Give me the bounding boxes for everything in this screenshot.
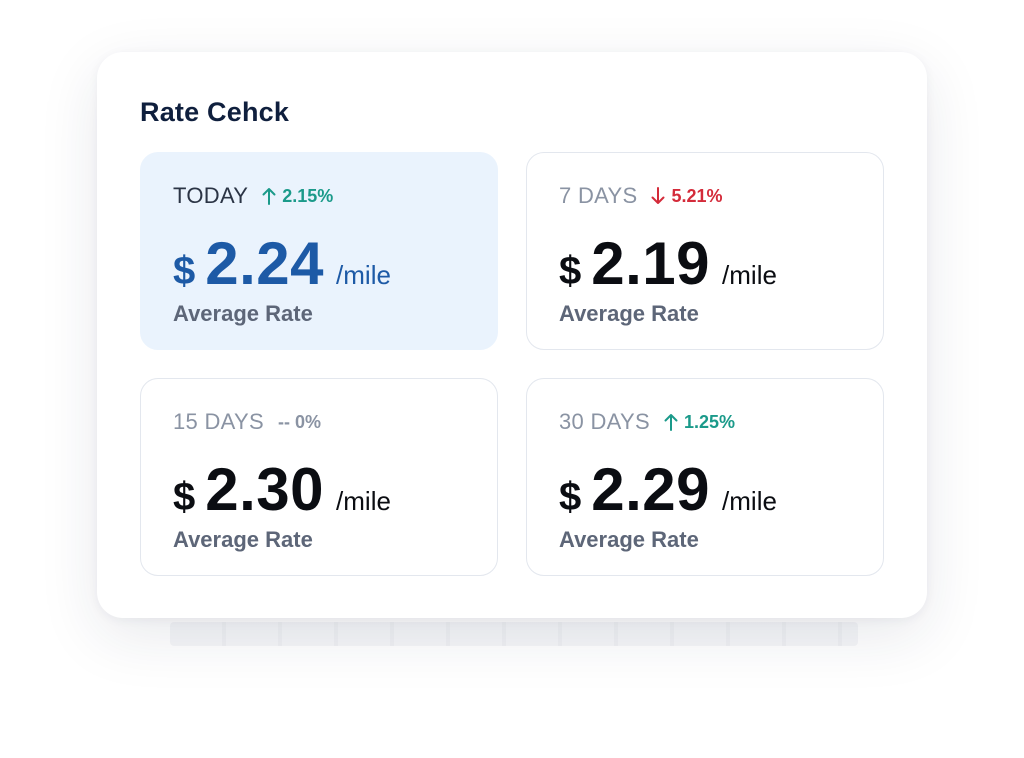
rate-tile-7-days[interactable]: 7 DAYS 5.21% $ 2.19 /mile Average Rate bbox=[526, 152, 884, 350]
tile-header: 30 DAYS 1.25% bbox=[559, 409, 735, 435]
tile-header: TODAY 2.15% bbox=[173, 183, 333, 209]
rate-caption: Average Rate bbox=[559, 301, 699, 326]
rate-check-card: Rate Cehck TODAY 2.15% $ 2.24 /mile Aver… bbox=[97, 52, 927, 618]
currency-symbol: $ bbox=[559, 249, 582, 293]
change-indicator: -- 0% bbox=[278, 412, 321, 433]
rate-unit: /mile bbox=[722, 260, 777, 290]
change-value: 1.25% bbox=[683, 411, 736, 432]
change-value: -- 0% bbox=[277, 411, 321, 432]
price-row: $ 2.30 /mile bbox=[173, 455, 391, 524]
background-strip bbox=[170, 622, 858, 646]
currency-symbol: $ bbox=[173, 475, 196, 519]
rate-caption: Average Rate bbox=[559, 527, 699, 552]
rate-caption: Average Rate bbox=[173, 527, 313, 552]
arrow-up-icon bbox=[664, 414, 678, 431]
period-label: 7 DAYS bbox=[559, 183, 638, 208]
change-indicator: 2.15% bbox=[262, 186, 333, 207]
change-indicator: 5.21% bbox=[651, 186, 722, 207]
tile-header: 15 DAYS -- 0% bbox=[173, 409, 321, 435]
price-row: $ 2.19 /mile bbox=[559, 229, 777, 298]
rate-tile-today[interactable]: TODAY 2.15% $ 2.24 /mile Average Rate bbox=[140, 152, 498, 350]
rate-amount: 2.19 bbox=[591, 230, 711, 297]
change-indicator: 1.25% bbox=[664, 412, 735, 433]
change-value: 2.15% bbox=[282, 185, 334, 206]
card-title: Rate Cehck bbox=[140, 97, 290, 127]
rate-tile-30-days[interactable]: 30 DAYS 1.25% $ 2.29 /mile Average Rate bbox=[526, 378, 884, 576]
rate-unit: /mile bbox=[722, 486, 777, 516]
rate-tile-15-days[interactable]: 15 DAYS -- 0% $ 2.30 /mile Average Rate bbox=[140, 378, 498, 576]
change-value: 5.21% bbox=[671, 185, 723, 206]
price-row: $ 2.24 /mile bbox=[173, 229, 391, 298]
rate-amount: 2.29 bbox=[591, 456, 711, 523]
rate-amount: 2.24 bbox=[205, 230, 325, 297]
currency-symbol: $ bbox=[559, 475, 582, 519]
rate-unit: /mile bbox=[336, 260, 391, 290]
rate-amount: 2.30 bbox=[205, 456, 325, 523]
arrow-down-icon bbox=[651, 187, 665, 204]
period-label: TODAY bbox=[173, 183, 249, 208]
tile-header: 7 DAYS 5.21% bbox=[559, 183, 722, 209]
arrow-up-icon bbox=[262, 188, 276, 205]
period-label: 30 DAYS bbox=[559, 409, 650, 434]
price-row: $ 2.29 /mile bbox=[559, 455, 777, 524]
rate-unit: /mile bbox=[336, 486, 391, 516]
currency-symbol: $ bbox=[173, 249, 196, 293]
period-label: 15 DAYS bbox=[173, 409, 264, 434]
rate-caption: Average Rate bbox=[173, 301, 313, 326]
